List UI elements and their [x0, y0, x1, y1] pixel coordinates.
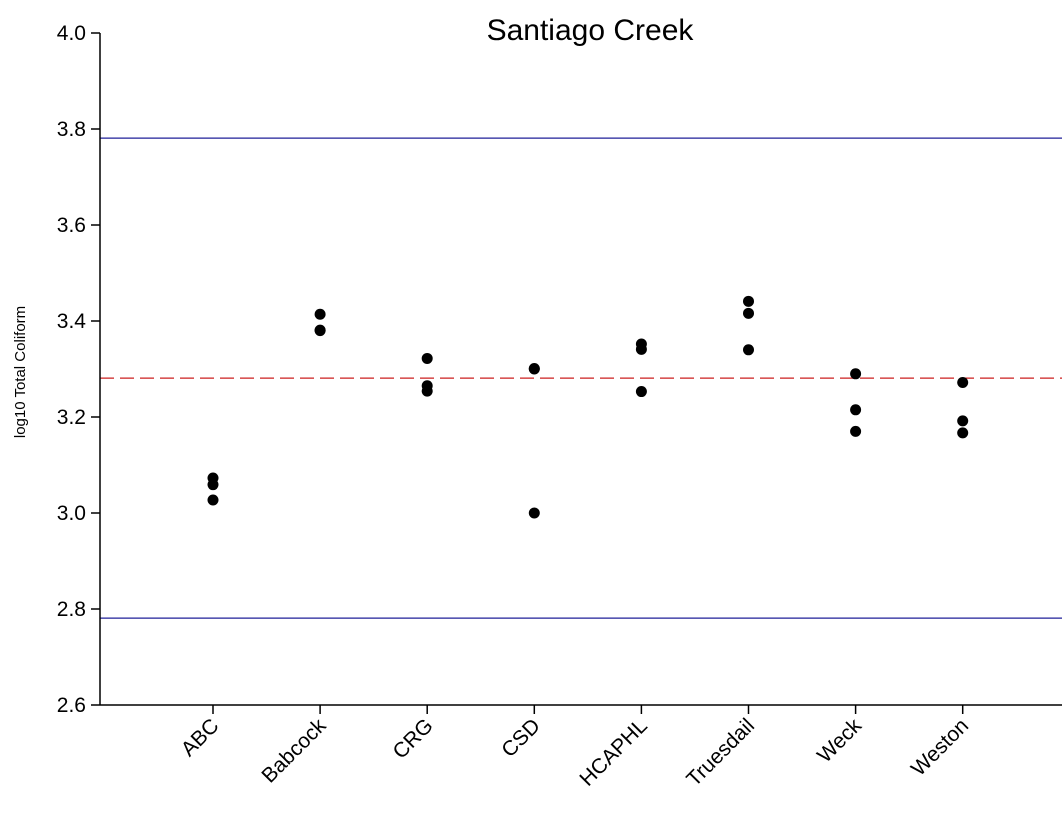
y-tick-label: 2.6	[57, 694, 86, 717]
y-tick-label: 3.4	[57, 310, 87, 333]
data-point	[207, 479, 219, 491]
chart-title: Santiago Creek	[487, 14, 695, 47]
data-point	[850, 368, 862, 380]
y-axis-label: log10 Total Coliform	[12, 306, 29, 438]
y-tick-label: 4.0	[57, 22, 86, 45]
x-category-label: CRG	[388, 714, 437, 763]
data-point	[743, 344, 754, 356]
reference-lines	[100, 137, 1062, 619]
data-point	[528, 507, 540, 519]
data-point	[421, 385, 433, 397]
x-category-label: ABC	[177, 714, 224, 761]
data-point	[528, 363, 540, 375]
data-point	[743, 307, 754, 319]
x-category-label: CSD	[497, 714, 545, 762]
data-point	[850, 404, 862, 416]
y-ticks: 2.6 2.8 3.0 3.2 3.4 3.6 3.8 4.0	[57, 22, 100, 717]
data-point	[314, 325, 326, 337]
data-point	[635, 386, 647, 398]
x-category-label: Truesdail	[682, 714, 759, 791]
data-points	[207, 295, 969, 519]
x-category-label: Weston	[907, 714, 973, 780]
data-point	[421, 352, 433, 364]
data-point	[635, 343, 647, 355]
data-point	[957, 427, 969, 439]
y-tick-label: 3.8	[57, 118, 86, 141]
data-point	[314, 308, 326, 320]
x-category-label: Weck	[813, 714, 866, 767]
y-tick-label: 3.2	[57, 406, 86, 429]
axes	[99, 33, 1062, 706]
x-category-label: HCAPHL	[575, 714, 652, 791]
data-point	[957, 415, 969, 427]
data-point	[850, 425, 862, 437]
x-category-label: Babcock	[257, 714, 331, 788]
x-ticks: ABC Babcock CRG CSD HCAPHL Truesdail Weck Westo…	[177, 705, 973, 791]
data-point	[957, 376, 969, 388]
y-tick-label: 3.0	[57, 502, 86, 525]
y-tick-label: 2.8	[57, 598, 86, 621]
data-point	[743, 295, 754, 307]
y-tick-label: 3.6	[57, 214, 86, 237]
data-point	[207, 494, 219, 506]
